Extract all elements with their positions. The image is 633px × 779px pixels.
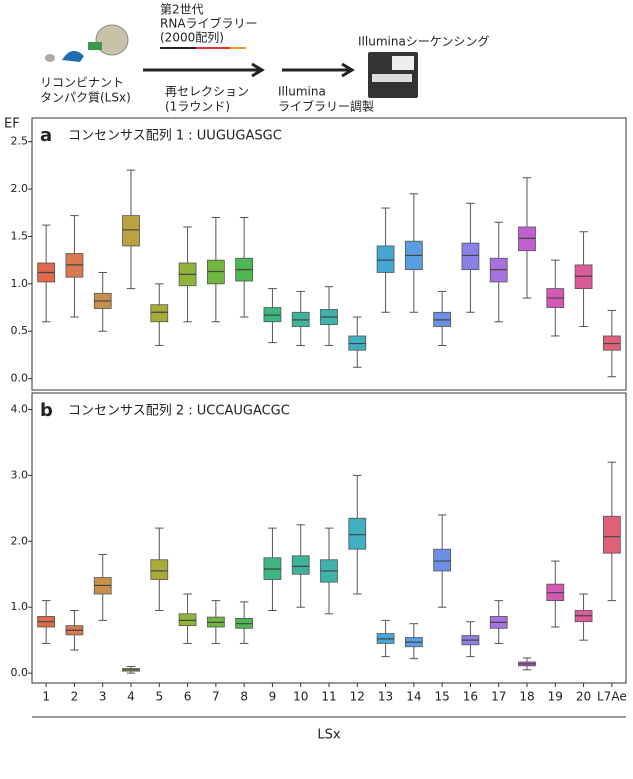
y-tick-label: 0.0 bbox=[11, 666, 29, 679]
y-tick-label: 1.5 bbox=[11, 229, 29, 242]
x-tick-label: 1 bbox=[42, 690, 50, 704]
box bbox=[376, 245, 395, 273]
arrow bbox=[282, 62, 355, 78]
diagram-label: RNAライブラリー bbox=[160, 16, 258, 31]
x-axis-label: LSx bbox=[317, 728, 340, 743]
panel-frame bbox=[31, 117, 627, 391]
x-tick-label: 8 bbox=[240, 690, 248, 704]
x-tick-label: 10 bbox=[293, 690, 308, 704]
x-tick-label: 2 bbox=[71, 690, 79, 704]
x-tick-label: 13 bbox=[378, 690, 393, 704]
box bbox=[348, 517, 367, 550]
y-tick-label: 4.0 bbox=[11, 402, 29, 415]
y-tick-label: 2.0 bbox=[11, 182, 29, 195]
diagram-label: Illuminaシーケンシング bbox=[358, 35, 489, 49]
x-tick-label: 3 bbox=[99, 690, 107, 704]
box bbox=[150, 304, 169, 323]
box bbox=[461, 242, 480, 271]
protein-icon bbox=[62, 50, 84, 62]
diagram-label: (2000配列) bbox=[160, 31, 224, 45]
box bbox=[178, 613, 197, 627]
x-tick-label: 7 bbox=[212, 690, 220, 704]
y-tick-label: 2.0 bbox=[11, 534, 29, 547]
x-tick-label: 5 bbox=[155, 690, 163, 704]
diagram-label: ライブラリー調製 bbox=[278, 99, 374, 114]
y-tick-label: 2.5 bbox=[11, 135, 29, 148]
sequencer-screen bbox=[392, 56, 414, 70]
x-tick-label: 14 bbox=[406, 690, 421, 704]
chart-title: コンセンサス配列 2 : UCCAUGACGC bbox=[68, 404, 290, 419]
box bbox=[602, 515, 621, 554]
arrow bbox=[143, 62, 265, 78]
diagram-label: Illumina bbox=[278, 85, 326, 99]
x-tick-label: 15 bbox=[435, 690, 450, 704]
chart-title: コンセンサス配列 1 : UUGUGASGC bbox=[68, 129, 282, 144]
x-tick-label: 20 bbox=[576, 690, 591, 704]
x-tick-label: 6 bbox=[184, 690, 192, 704]
x-tick-label: 9 bbox=[269, 690, 277, 704]
x-tick-label: 19 bbox=[548, 690, 563, 704]
y-tick-label: 3.0 bbox=[11, 468, 29, 481]
diagram-label: タンパク質(LSx) bbox=[40, 90, 131, 105]
box bbox=[122, 215, 140, 247]
x-tick-label: 17 bbox=[491, 690, 506, 704]
panel-label: a bbox=[40, 125, 52, 146]
x-tick-label: 12 bbox=[350, 690, 365, 704]
panel-label: b bbox=[40, 400, 53, 421]
y-tick-label: 0.5 bbox=[11, 324, 29, 337]
diagram-label: (1ラウンド) bbox=[165, 100, 230, 114]
x-tick-label: 16 bbox=[463, 690, 478, 704]
y-tick-label: 1.0 bbox=[11, 600, 29, 613]
bead-icon bbox=[95, 24, 129, 56]
diagram-label: 第2世代 bbox=[160, 3, 204, 17]
diagram-label: リコンビナント bbox=[40, 76, 124, 90]
x-tick-label: 11 bbox=[321, 690, 336, 704]
y-axis-label: EF bbox=[4, 117, 20, 132]
sequencer-tray bbox=[372, 74, 412, 82]
box bbox=[433, 548, 452, 572]
y-tick-label: 1.0 bbox=[11, 277, 29, 290]
box bbox=[150, 559, 169, 580]
box bbox=[291, 555, 310, 575]
x-tick-label: 4 bbox=[127, 690, 135, 704]
diagram-label: 再セレクション bbox=[165, 85, 249, 99]
rna-icon bbox=[45, 54, 55, 62]
diagram bbox=[45, 24, 418, 98]
x-tick-label: 18 bbox=[519, 690, 534, 704]
y-tick-label: 0.0 bbox=[11, 372, 29, 385]
x-tick-label: L7Ae bbox=[597, 690, 627, 704]
tag-icon bbox=[88, 42, 102, 50]
